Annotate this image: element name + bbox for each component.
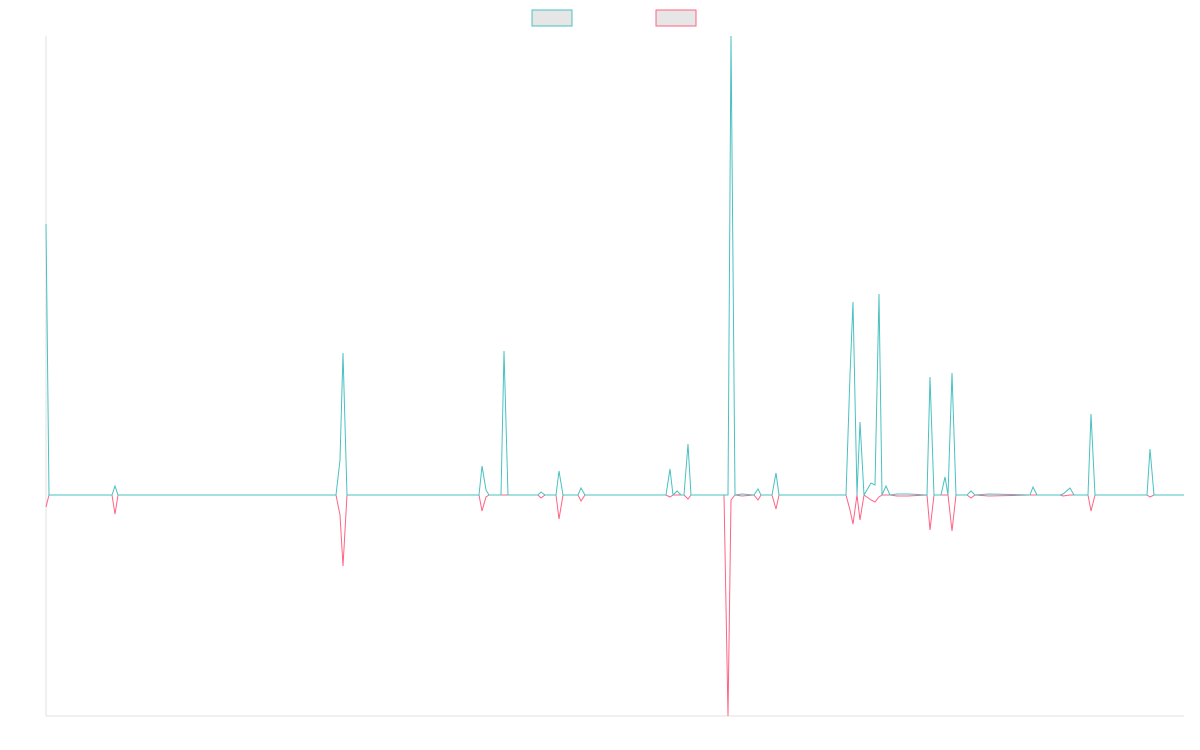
legend-swatch bbox=[531, 9, 573, 27]
series-line bbox=[45, 35, 1184, 497]
series-line bbox=[45, 494, 1184, 717]
legend-swatch bbox=[655, 9, 697, 27]
